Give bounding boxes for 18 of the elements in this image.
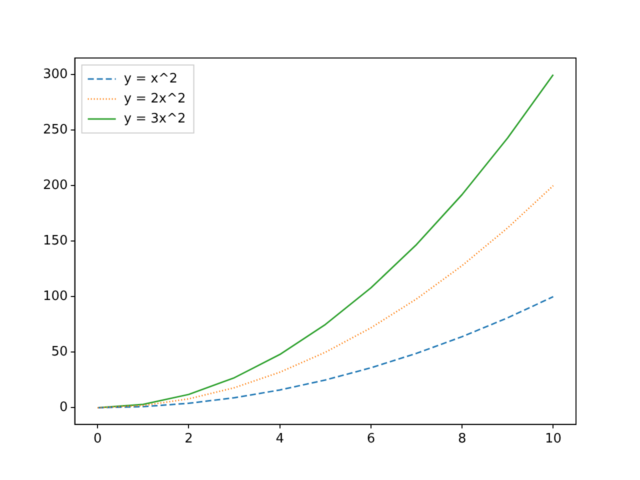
- y-tick-label: 250: [42, 122, 68, 138]
- x-tick-label: 0: [93, 432, 102, 447]
- x-tick-label: 10: [544, 432, 562, 447]
- y-tick-label: 50: [51, 344, 68, 360]
- x-tick-label: 8: [458, 432, 466, 447]
- line-series: [96, 296, 554, 408]
- x-tick-label: 4: [276, 432, 284, 447]
- y-tick-label: 200: [42, 178, 68, 194]
- y-tick-label: 0: [60, 400, 68, 416]
- legend-label: y = 3x^2: [124, 111, 186, 126]
- x-tick-label: 6: [366, 432, 376, 447]
- y-tick-label: 300: [42, 67, 68, 82]
- y-tick-label: 100: [42, 289, 68, 304]
- y-tick-label: 150: [42, 234, 68, 249]
- line-series: [96, 184, 554, 408]
- x-tick-label: 2: [184, 432, 193, 447]
- legend-label: y = x^2: [124, 71, 178, 86]
- legend-label: y = 2x^2: [124, 91, 186, 106]
